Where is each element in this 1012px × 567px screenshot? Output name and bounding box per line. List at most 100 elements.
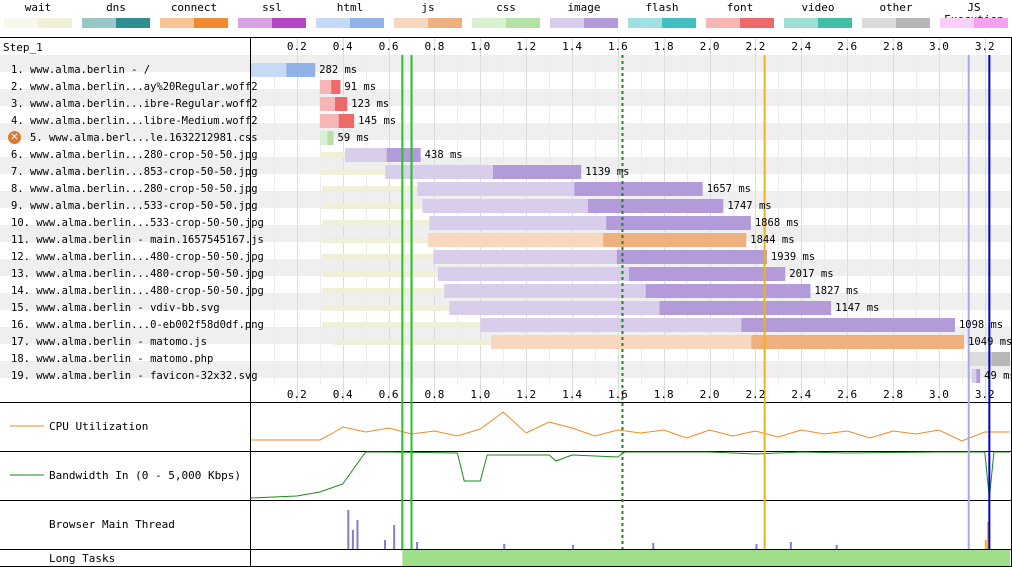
legend-label: css [496,1,516,14]
request-bar-download [433,250,617,264]
request-bar-download [971,369,977,383]
grid-line-minor [274,55,275,385]
request-label[interactable]: 18. www.alma.berlin - matomo.php [11,353,214,365]
request-bar-download [319,97,335,111]
legend-swatch [394,18,462,28]
axis-tick-label: 0.2 [286,388,307,401]
request-bar-content [334,97,348,111]
request-bar-download [449,301,660,315]
request-label[interactable]: 17. www.alma.berlin - matomo.js [11,336,207,348]
axis-tick-label: 1.8 [653,40,674,53]
request-label[interactable]: 19. www.alma.berlin - favicon-32x32.svg [11,370,258,382]
request-duration: 1844 ms [750,234,795,246]
legend-swatch [160,18,228,28]
grid-line-minor [824,55,825,385]
request-label[interactable]: 4. www.alma.berlin...libre-Medium.woff2 [11,115,258,127]
wait-bar [319,152,346,158]
main-thread-activity [347,510,350,549]
legend-swatch [238,18,306,28]
request-label[interactable]: 2. www.alma.berlin...ay%20Regular.woff2 [11,81,258,93]
request-duration: 1747 ms [727,200,772,212]
request-label[interactable]: 9. www.alma.berlin...533-crop-50-50.jpg [11,200,258,212]
grid-line-minor [962,55,963,385]
request-label[interactable]: 1. www.alma.berlin - / [11,64,151,76]
request-label[interactable]: 13. www.alma.berlin...480-crop-50-50.jpg [11,268,264,280]
legend-item: video [782,0,854,30]
legend-item: css [470,0,542,30]
legend-label: dns [106,1,126,14]
axis-tick-label: 0.8 [424,40,445,53]
request-label[interactable]: 12. www.alma.berlin...480-crop-50-50.jpg [11,251,264,263]
request-bar-content [645,284,811,298]
legend-swatch [550,18,618,28]
main-thread-activity [652,543,655,549]
request-bar-content [659,301,832,315]
legend-item: other [860,0,932,30]
main-thread-activity [572,545,575,549]
request-bar-download [319,131,328,145]
request-label[interactable]: 5. www.alma.berl...le.1632212981.css [30,132,258,144]
request-duration: 1657 ms [706,183,751,195]
main-thread-activity [416,542,419,549]
axis-tick-label: 2.6 [837,388,858,401]
axis-tick-label: 0.4 [332,388,353,401]
wait-bar [322,186,418,192]
main-thread-activity [984,540,987,549]
request-duration: 59 ms [337,132,370,144]
request-duration: 1098 ms [958,319,1004,331]
request-label[interactable]: 15. www.alma.berlin - vdiv-bb.svg [11,302,220,314]
axis-tick-label: 1.2 [516,388,537,401]
request-bar-download [385,165,493,179]
legend-swatch [472,18,540,28]
request-bar-content [606,216,751,230]
request-label[interactable]: 16. www.alma.berlin...0-eb002f58d0df.png [11,319,264,331]
panel-border [0,549,1012,550]
axis-tick-label: 1.0 [470,40,491,53]
legend-label: font [726,1,754,14]
request-duration: 91 ms [344,81,377,93]
request-duration: 1049 ms [968,336,1012,348]
timeline-left-border [250,38,251,567]
request-duration: 438 ms [424,149,463,161]
request-label[interactable]: 3. www.alma.berlin...ibre-Regular.woff2 [11,98,258,110]
main-thread-activity [835,545,838,549]
request-label[interactable]: 14. www.alma.berlin...480-crop-50-50.jpg [11,285,264,297]
panel-border [0,451,1012,452]
wait-bar [322,288,445,294]
cpu-utilization-line [251,411,1010,442]
request-bar-download [444,284,646,298]
wait-bar [322,271,438,277]
legend-label: flash [645,1,679,14]
wait-bar [322,237,429,243]
axis-tick-label: 2.4 [791,388,812,401]
request-label[interactable]: 6. www.alma.berlin...280-crop-50-50.jpg [11,149,258,161]
grid-line [939,38,940,402]
grid-line [801,38,802,402]
row-stripe [0,89,1012,106]
legend-swatch [4,18,72,28]
axis-tick-label: 1.2 [516,40,537,53]
request-label[interactable]: 8. www.alma.berlin...280-crop-50-50.jpg [11,183,258,195]
request-label[interactable]: 10. www.alma.berlin...533-crop-50-50.jpg [11,217,264,229]
wait-bar [322,322,481,328]
grid-line [847,38,848,402]
request-label[interactable]: 11. www.alma.berlin - main.1657545167.js [11,234,264,246]
request-bar-download [437,267,629,281]
request-bar-content [628,267,786,281]
step-label: Step_1 [3,41,43,54]
main-thread-activity [356,520,359,549]
request-duration: 1139 ms [585,166,630,178]
legend-item: js [392,0,464,30]
wait-bar [322,254,434,260]
request-bar-download [422,199,588,213]
legend-item: font [704,0,776,30]
panel-border [0,402,1012,403]
row-stripe [0,55,1012,72]
axis-tick-label: 3.2 [974,388,995,401]
axis-tick-label: 0.2 [286,40,307,53]
legend-label: js [421,1,435,14]
request-bar-content [574,182,703,196]
request-bar-content [587,199,724,213]
grid-line [297,38,298,402]
request-label[interactable]: 7. www.alma.berlin...853-crop-50-50.jpg [11,166,258,178]
